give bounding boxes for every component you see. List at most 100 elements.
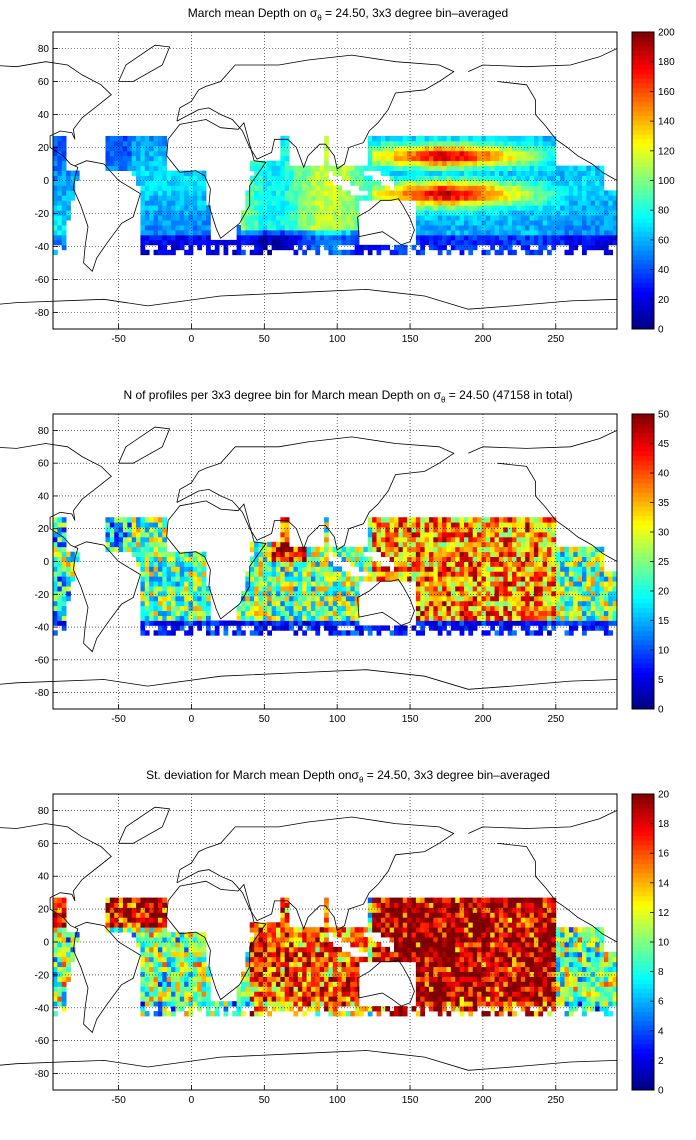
data-bin (472, 220, 478, 226)
data-bin (490, 170, 495, 176)
data-bin (533, 230, 539, 236)
data-bin (359, 185, 364, 191)
data-bin (533, 145, 539, 152)
data-bin (551, 522, 557, 528)
data-bin (324, 527, 329, 533)
data-bin (415, 225, 421, 231)
data-bin (555, 195, 561, 201)
data-bin (157, 546, 163, 553)
data-bin (227, 620, 233, 626)
data-bin (341, 605, 347, 612)
data-bin (175, 951, 181, 958)
data-bin (372, 155, 377, 162)
data-bin (573, 205, 579, 211)
x-tick-label: 50 (259, 334, 271, 345)
data-bin (538, 595, 544, 602)
data-bin (179, 620, 185, 626)
data-bin (131, 160, 137, 167)
data-bin (61, 937, 67, 943)
data-bin (289, 581, 294, 587)
colorbar-step (632, 575, 654, 581)
data-bin (332, 610, 338, 616)
data-bin (603, 249, 609, 256)
data-bin (149, 1001, 154, 1007)
data-bin (280, 200, 286, 206)
data-bin (429, 170, 434, 176)
data-bin (144, 976, 150, 982)
data-bin (490, 234, 495, 241)
data-bin (61, 586, 67, 592)
data-bin (402, 561, 408, 567)
data-bin (153, 517, 159, 523)
data-bin (608, 581, 614, 587)
data-bin (61, 200, 67, 206)
data-bin (153, 210, 159, 216)
data-bin (590, 566, 596, 572)
data-bin (411, 175, 417, 181)
data-bin (568, 556, 574, 562)
data-bin (206, 586, 211, 592)
data-bin (533, 150, 539, 157)
data-bin (516, 205, 522, 211)
data-bin (612, 220, 618, 226)
data-bin (564, 591, 570, 597)
data-bin (389, 140, 395, 147)
data-bin (494, 527, 500, 533)
data-bin (241, 234, 246, 241)
data-bin (424, 195, 430, 201)
data-bin (175, 966, 181, 972)
data-bin (481, 175, 487, 181)
data-bin (310, 220, 316, 226)
data-bin (57, 140, 63, 147)
data-bin (337, 185, 342, 191)
data-bin (57, 897, 63, 903)
data-bin (245, 571, 251, 577)
data-bin (284, 610, 290, 616)
data-bin (166, 600, 172, 607)
data-bin (328, 576, 334, 582)
data-bin (586, 190, 592, 196)
data-bin (415, 185, 421, 191)
data-bin (162, 951, 168, 958)
data-bin (275, 971, 281, 977)
data-bin (485, 591, 491, 597)
data-bin (538, 180, 544, 186)
colorbar-step (632, 305, 654, 311)
colorbar-step (632, 315, 654, 321)
data-bin (542, 244, 548, 251)
data-bin (341, 165, 347, 171)
data-bin (485, 527, 491, 533)
data-bin (114, 922, 119, 928)
data-bin (547, 249, 552, 256)
data-bin (184, 180, 189, 186)
data-bin (525, 225, 530, 231)
data-bin (350, 620, 356, 626)
data-bin (284, 180, 290, 186)
colorbar-step (632, 106, 654, 112)
data-bin (385, 165, 391, 171)
data-bin (188, 1001, 194, 1007)
data-bin (144, 527, 150, 533)
data-bin (446, 145, 452, 152)
data-bin (144, 595, 150, 602)
data-bin (332, 185, 338, 191)
data-bin (533, 135, 539, 142)
data-bin (206, 239, 211, 246)
data-bin (468, 591, 474, 597)
data-bin (175, 234, 181, 241)
data-bin (171, 234, 176, 241)
data-bin (503, 527, 509, 533)
data-bin (402, 625, 408, 631)
data-bin (258, 610, 264, 616)
data-bin (275, 160, 281, 167)
data-bin (468, 249, 474, 256)
data-bin (157, 215, 163, 221)
data-bin (533, 215, 539, 221)
data-bin (533, 546, 539, 553)
data-bin (590, 190, 596, 196)
data-bin (262, 956, 268, 963)
data-bin (560, 165, 565, 171)
data-bin (433, 150, 439, 157)
data-bin (267, 170, 272, 176)
colorbar-step (632, 50, 654, 56)
